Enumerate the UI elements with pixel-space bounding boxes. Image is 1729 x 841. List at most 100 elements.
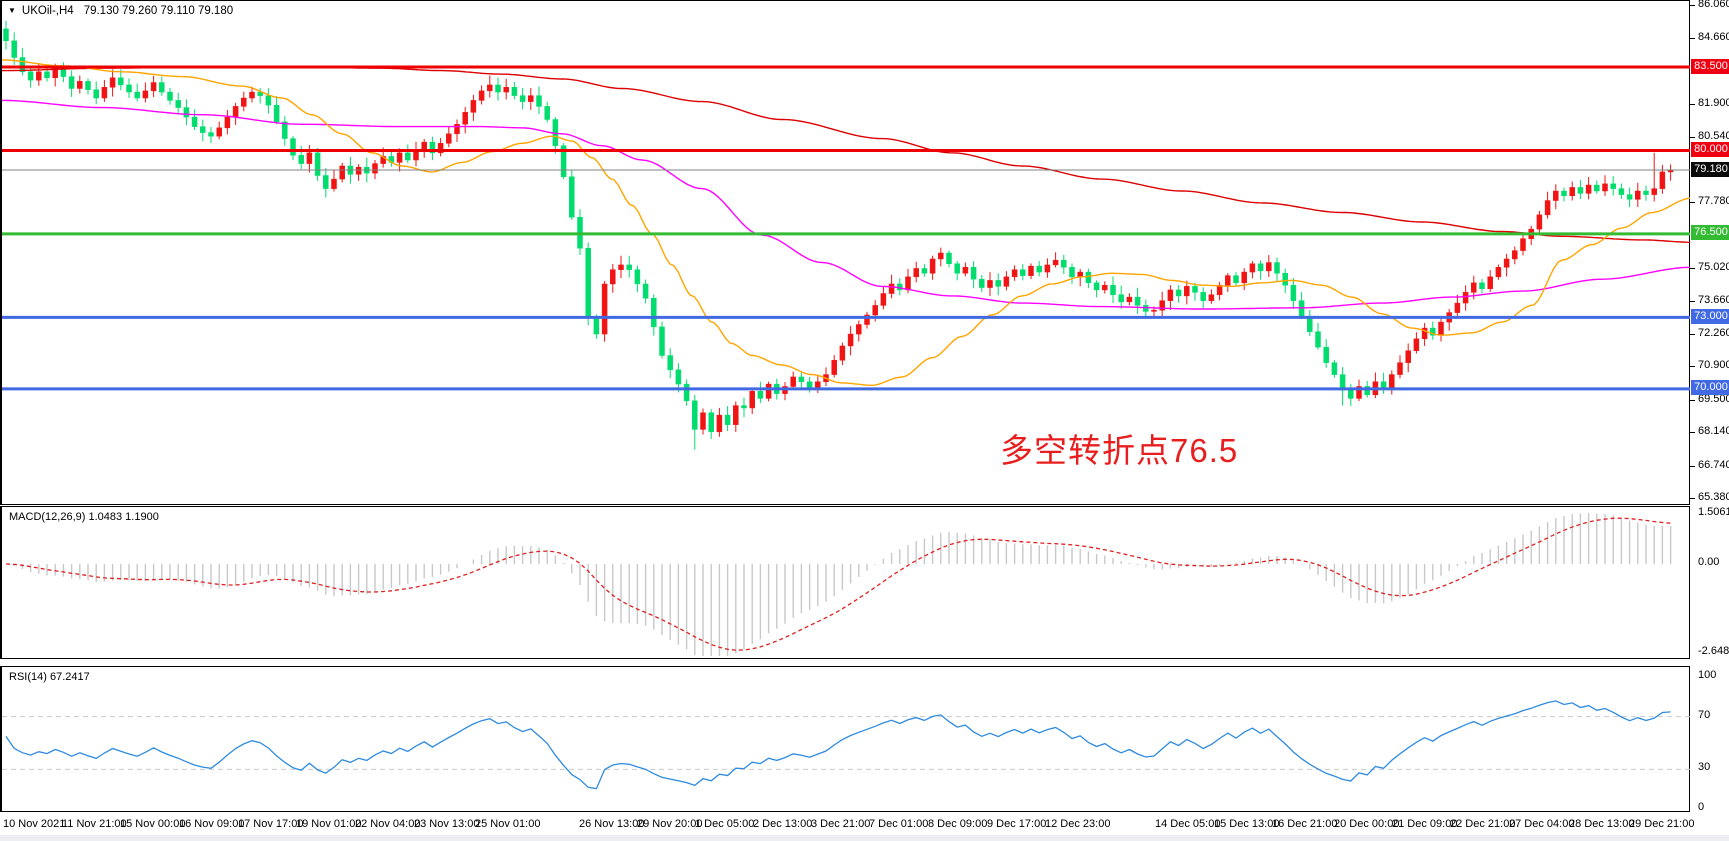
candle-up [1167,289,1174,301]
price-axis-tick-mark [1690,5,1695,6]
candle-up [1405,350,1411,363]
candle-up [437,143,444,154]
candle-down [1233,275,1239,284]
candle-down [495,84,501,93]
time-axis-label: 15 Dec 13:00 [1214,818,1280,830]
candle-down [19,57,26,73]
candle-down [741,405,747,409]
macd-histogram [13,512,1672,657]
candle-down [1331,362,1338,375]
ma-slow-red [2,66,1690,243]
time-axis-label: 20 Dec 00:00 [1334,818,1400,830]
time-axis-label: 8 Dec 09:00 [928,818,988,830]
candle-down [979,278,985,288]
candle-down [970,267,977,280]
candle-down [1085,271,1092,284]
price-axis-tick-mark [1690,104,1695,106]
candle-up [618,264,624,270]
candle-down [1036,265,1042,273]
candle-down [1315,331,1321,348]
rsi-line [5,700,1671,790]
candle-up [142,90,149,99]
candle-down [159,82,165,93]
candle-up [101,87,108,99]
candle-down [634,269,641,285]
candle-up [396,152,403,163]
candle-down [1274,262,1280,274]
candle-down [1192,286,1198,293]
candle-up [1512,250,1518,260]
candle-up [355,166,362,175]
candle-down [519,95,526,102]
candle-down [585,247,591,318]
candle-up [610,269,616,285]
candle-up [1487,276,1493,289]
candle-up [372,163,378,174]
rsi-label: RSI(14) 67.2417 [9,671,90,683]
symbol-dropdown-icon[interactable]: ▼ [8,6,16,15]
price-axis-tick-label: 68.140 [1698,425,1729,438]
candle-down [1118,294,1124,303]
price-chart-canvas[interactable] [2,1,1690,504]
current-price-badge: 79.180 [1691,161,1729,177]
level-price-badge: 73.000 [1691,308,1729,324]
macd-axis-label: 1.5061 [1698,505,1729,518]
rsi-indicator-panel[interactable]: RSI(14) 67.2417 [0,666,1690,812]
ma-fast-orange [2,59,1690,387]
candle-down [191,116,198,127]
price-axis-tick-label: 65.380 [1698,491,1729,504]
candle-up [847,333,854,347]
candle-up [1184,286,1190,297]
candle-up [1602,183,1608,192]
candle-up [339,165,345,180]
candle-up [1495,267,1502,278]
candle-up [1454,302,1461,313]
candle-down [692,400,698,430]
candle-up [1044,264,1051,273]
candle-down [626,264,632,270]
candle-up [446,133,452,144]
candle-down [290,138,296,156]
candle-down [1610,183,1616,189]
candle-down [126,84,132,93]
time-axis-label: 22 Dec 21:00 [1450,818,1516,830]
candle-down [1110,284,1116,295]
candle-up [1249,263,1256,273]
candle-down [1618,188,1625,195]
macd-signal-line [5,517,1671,651]
time-axis-label: 10 Nov 2021 [3,818,66,830]
rsi-axis-label: 100 [1698,669,1717,681]
price-axis-tick-mark [1690,465,1695,467]
time-axis-label: 2 Dec 13:00 [753,818,813,830]
chart-header: ▼ UKOil-,H4 79.130 79.260 79.110 79.180 [8,5,233,17]
time-axis-label: 12 Dec 23:00 [1045,818,1111,830]
candle-down [167,91,173,101]
candle-up [1216,284,1223,295]
price-axis-tick-mark [1690,366,1695,368]
rsi-axis-label: 0 [1698,801,1705,813]
candle-up [1544,200,1551,216]
candle-up [601,283,608,335]
candle-down [1290,284,1297,301]
candle-down [273,104,280,123]
price-axis-tick-label: 86.060 [1698,0,1729,11]
candle-up [880,293,887,306]
window-bottom-edge [0,835,1729,841]
candle-down [683,383,690,402]
candle-down [1020,269,1026,276]
price-axis-tick-label: 70.900 [1698,359,1729,372]
time-axis-label: 22 Nov 04:00 [355,818,421,830]
candle-up [470,100,477,113]
candle-up [888,283,895,294]
candle-down [68,76,75,89]
time-axis-label: 7 Dec 01:00 [869,818,929,830]
candle-down [405,152,411,161]
price-axis-tick-mark [1690,38,1695,40]
chart-annotation-text[interactable]: 多空转折点76.5 [1000,432,1239,469]
candle-down [282,121,288,139]
time-axis-label: 23 Nov 13:00 [414,818,480,830]
main-chart-panel[interactable]: ▼ UKOil-,H4 79.130 79.260 79.110 79.180 多空… [0,0,1690,505]
macd-axis-label: 0.00 [1698,556,1720,568]
candle-down [11,40,17,58]
macd-indicator-panel[interactable]: MACD(12,26,9) 1.0483 1.1900 [0,506,1690,659]
